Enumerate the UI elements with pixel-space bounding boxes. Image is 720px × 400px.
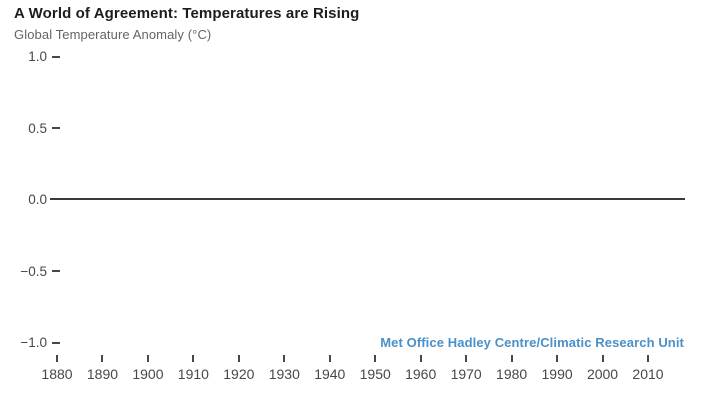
x-tick-mark [56,355,58,362]
zero-baseline [50,198,685,200]
x-tick-label: 1900 [132,366,164,382]
x-tick-mark [601,355,604,362]
y-tick-mark [52,127,60,129]
x-tick-mark [192,355,195,362]
y-tick-label: −0.5 [20,263,47,279]
x-tick-mark [374,355,377,362]
x-tick-label: 1880 [41,366,73,382]
x-tick-mark [283,355,286,362]
x-tick-mark [556,355,559,362]
y-tick-mark [52,341,60,344]
source-credit: Met Office Hadley Centre/Climatic Resear… [380,335,684,350]
x-tick-mark [101,355,104,362]
x-tick-label: 1950 [359,366,391,382]
x-tick-mark [465,355,468,362]
x-tick-mark [419,355,422,362]
x-tick-label: 2010 [632,366,664,382]
x-tick-label: 1910 [177,366,209,382]
x-tick-label: 1980 [496,366,528,382]
x-tick-mark [237,355,240,362]
x-tick-mark [328,355,331,362]
x-tick-label: 1940 [314,366,346,382]
x-tick-label: 1890 [86,366,119,382]
y-tick-mark [52,270,60,272]
x-tick-label: 1960 [405,366,437,382]
chart-title: A World of Agreement: Temperatures are R… [14,5,360,22]
y-tick-label: 0.5 [28,120,47,136]
x-tick-mark [146,355,149,362]
y-tick-label: −1.0 [20,335,47,350]
x-tick-label: 1920 [223,366,255,382]
x-tick-label: 1930 [268,366,300,382]
y-tick-mark [52,55,60,58]
x-tick-label: 1970 [450,366,482,382]
y-axis-title: Global Temperature Anomaly (°C) [14,27,212,42]
y-tick-label: 0.0 [28,192,47,207]
x-tick-label: 2000 [586,366,619,382]
x-tick-label: 1990 [541,366,573,382]
x-tick-mark [510,355,513,362]
y-tick-label: 1.0 [28,49,47,64]
x-tick-mark [647,355,649,362]
